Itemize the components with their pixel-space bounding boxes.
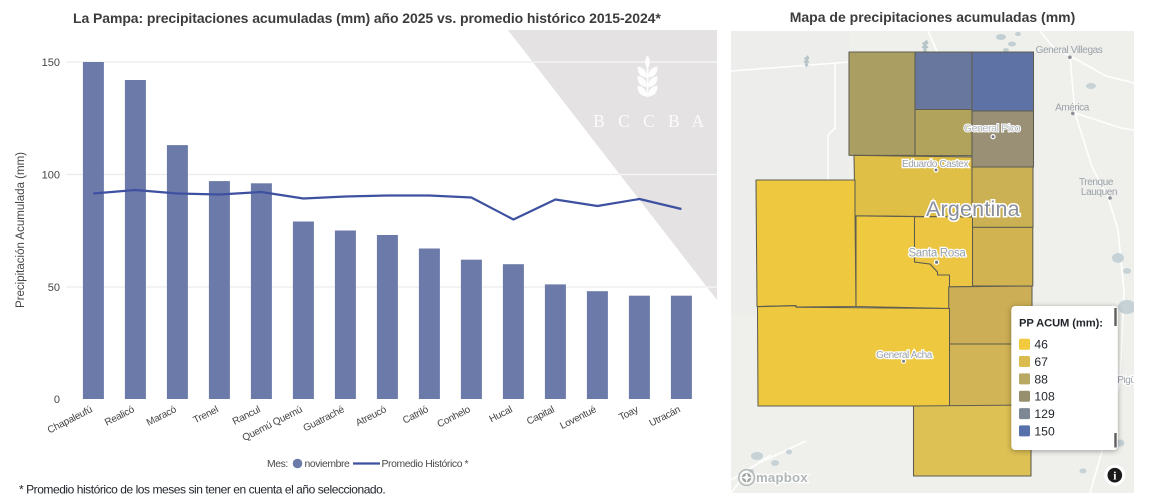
svg-text:América: América (1055, 103, 1090, 114)
svg-text:Mes:: Mes: (267, 459, 288, 470)
svg-text:Realicó: Realicó (103, 404, 137, 428)
svg-text:B: B (593, 111, 605, 131)
svg-text:Chapaleufú: Chapaleufú (46, 404, 94, 436)
svg-text:Catriló: Catriló (401, 404, 431, 426)
svg-text:Lauquen: Lauquen (1081, 187, 1117, 198)
svg-text:mapbox: mapbox (756, 470, 808, 485)
svg-text:Argentina: Argentina (926, 197, 1020, 221)
svg-text:88: 88 (1034, 372, 1048, 386)
svg-text:150: 150 (42, 57, 60, 69)
svg-text:PP ACUM (mm):: PP ACUM (mm): (1019, 318, 1103, 330)
svg-text:Santa Rosa: Santa Rosa (908, 248, 966, 260)
svg-text:Utracán: Utracán (648, 404, 683, 429)
svg-text:Promedio Histórico *: Promedio Histórico * (382, 459, 469, 470)
svg-text:General Villegas: General Villegas (1036, 45, 1103, 56)
svg-text:General Pico: General Pico (964, 123, 1021, 135)
svg-text:La Pampa: precipitaciones acum: La Pampa: precipitaciones acumuladas (mm… (73, 10, 661, 26)
svg-text:Hucal: Hucal (488, 404, 515, 425)
svg-text:Trenel: Trenel (192, 404, 221, 426)
svg-text:noviembre: noviembre (305, 459, 351, 470)
svg-text:C: C (618, 111, 630, 131)
svg-text:Conhelo: Conhelo (436, 404, 473, 430)
svg-text:C: C (643, 111, 655, 131)
svg-text:50: 50 (48, 282, 60, 294)
svg-text:0: 0 (54, 394, 60, 406)
svg-text:129: 129 (1034, 407, 1055, 421)
svg-text:108: 108 (1034, 390, 1055, 404)
svg-text:General Acha: General Acha (876, 350, 933, 361)
svg-text:Guatraché: Guatraché (302, 404, 347, 434)
svg-text:i: i (1113, 471, 1117, 483)
svg-text:67: 67 (1034, 355, 1048, 369)
svg-text:Atreucó: Atreucó (354, 404, 389, 429)
svg-text:Capital: Capital (525, 404, 556, 427)
svg-text:46: 46 (1034, 338, 1048, 352)
svg-text:* Promedio histórico de los me: * Promedio histórico de los meses sin te… (19, 483, 385, 497)
svg-text:100: 100 (42, 170, 60, 182)
svg-text:Trenque: Trenque (1079, 177, 1114, 188)
svg-text:Loventué: Loventué (558, 404, 598, 432)
svg-text:Toay: Toay (617, 404, 640, 423)
svg-text:Eduardo Castex: Eduardo Castex (902, 159, 969, 170)
svg-text:A: A (692, 111, 705, 131)
svg-text:Precipitación Acumulada (mm): Precipitación Acumulada (mm) (15, 152, 27, 308)
svg-text:150: 150 (1034, 424, 1055, 438)
svg-text:Maracó: Maracó (145, 404, 179, 429)
svg-text:Pigüé: Pigüé (1117, 375, 1134, 386)
svg-text:Rancul: Rancul (231, 404, 262, 427)
svg-text:B: B (668, 111, 680, 131)
